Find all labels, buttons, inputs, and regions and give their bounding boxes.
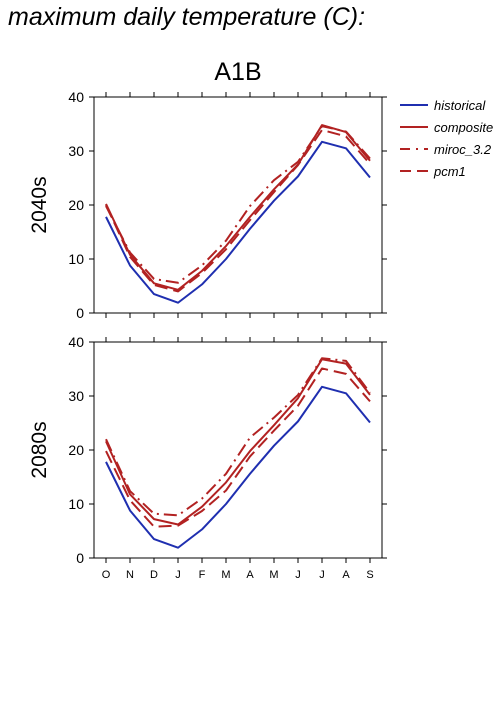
y-tick-label: 20 xyxy=(68,197,84,213)
x-tick-label: A xyxy=(246,569,254,581)
legend-label: pcm1 xyxy=(433,164,466,179)
y-tick-label: 0 xyxy=(76,550,84,566)
series-line-miroc-3-2 xyxy=(105,357,371,517)
y-tick-label: 10 xyxy=(68,251,84,267)
page-title: maximum daily temperature (C): xyxy=(8,3,366,31)
y-axis-label: 2040s xyxy=(28,176,51,233)
legend-label: composite xyxy=(434,120,493,135)
y-axis-label: 2080s xyxy=(28,421,51,478)
y-tick-label: 10 xyxy=(68,496,84,512)
chart-title: A1B xyxy=(214,58,261,86)
series-line-pcm1 xyxy=(105,367,371,528)
x-tick-label: J xyxy=(319,569,325,581)
x-tick-label: M xyxy=(269,569,278,581)
chart-panel-1: 0 10 20 30 40 2040s A1B historical composite miro… xyxy=(28,58,493,321)
x-tick-label: J xyxy=(295,569,301,581)
x-tick-label: N xyxy=(126,569,134,581)
x-tick-label: F xyxy=(199,569,206,581)
legend-label: miroc_3.2 xyxy=(434,142,492,157)
x-tick-label: D xyxy=(150,569,158,581)
series-line-composite xyxy=(105,358,371,526)
y-tick-label: 40 xyxy=(68,89,84,105)
series-line-historical xyxy=(105,140,371,304)
y-tick-label: 40 xyxy=(68,334,84,350)
series-line-pcm1 xyxy=(105,128,371,293)
x-tick-label: J xyxy=(175,569,181,581)
chart-panel-2: 0 10 20 30 40 O N D J F M A M J J A S 2080s xyxy=(28,334,387,581)
plot-frame xyxy=(93,341,383,559)
x-tick-label: O xyxy=(102,569,111,581)
legend: historical composite miroc_3.2 pcm1 xyxy=(400,98,493,179)
series-line-composite xyxy=(105,124,371,291)
x-tick-label: A xyxy=(342,569,350,581)
series-line-historical xyxy=(105,385,371,549)
x-tick-label: S xyxy=(366,569,373,581)
legend-label: historical xyxy=(434,98,486,113)
y-tick-label: 0 xyxy=(76,305,84,321)
y-tick-label: 30 xyxy=(68,143,84,159)
y-tick-label: 20 xyxy=(68,442,84,458)
series-line-miroc-3-2 xyxy=(105,125,371,284)
x-tick-label: M xyxy=(221,569,230,581)
y-tick-label: 30 xyxy=(68,388,84,404)
